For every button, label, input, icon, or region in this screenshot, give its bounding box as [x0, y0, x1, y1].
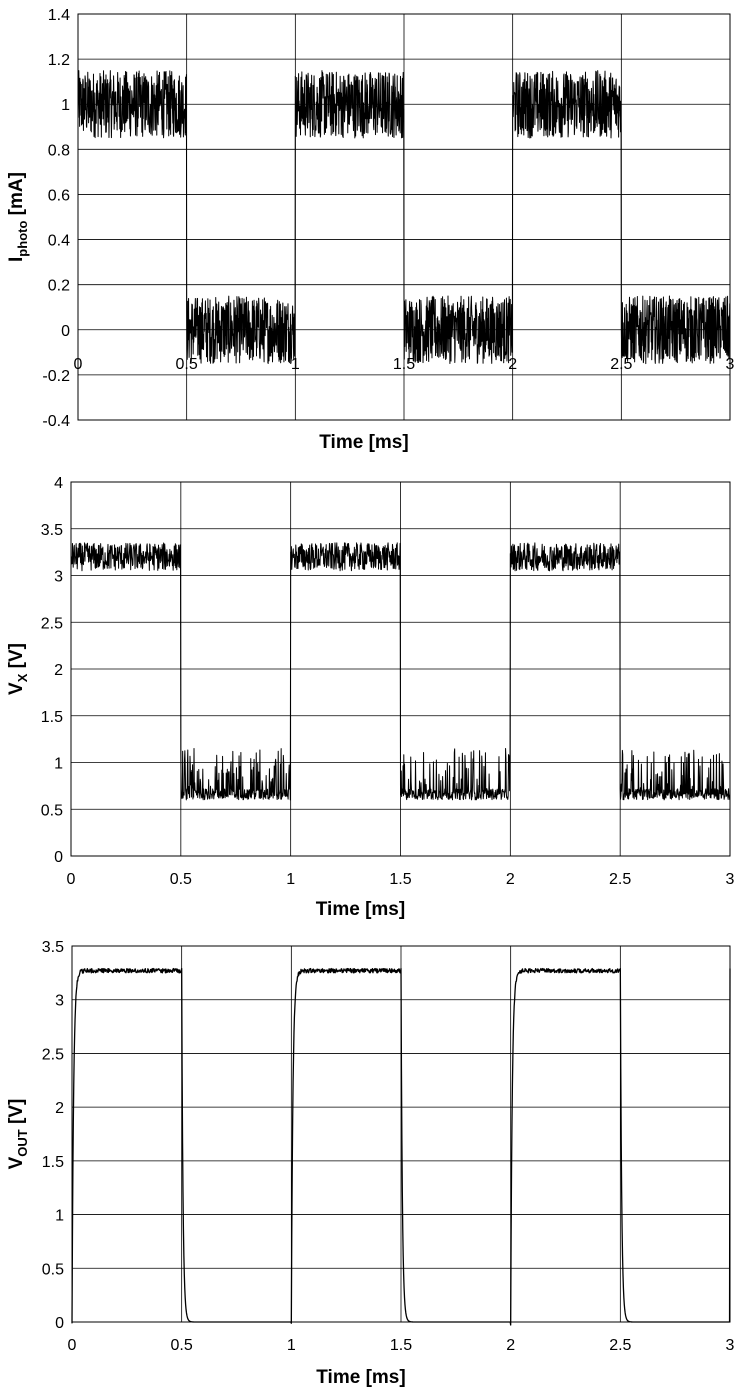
y-tick-label: 0.5: [41, 802, 63, 819]
y-tick-label: 3: [55, 993, 64, 1010]
y-tick-label: 1: [55, 1208, 64, 1225]
x-tick-label: 2.5: [610, 356, 632, 373]
series-line: [77, 70, 731, 365]
y-tick-label: 3.5: [41, 522, 63, 539]
x-axis-label: Time [ms]: [316, 1367, 405, 1388]
x-tick-label: 2: [506, 871, 515, 888]
series-line: [71, 967, 731, 1326]
y-tick-label: 3: [54, 569, 63, 586]
y-tick-label: 1.2: [48, 52, 70, 69]
x-tick-label: 1: [287, 1337, 296, 1354]
y-tick-label: 1.5: [41, 709, 63, 726]
y-axis-label-unit: [V]: [6, 1099, 27, 1130]
x-tick-label: 1: [286, 871, 295, 888]
x-tick-label: 0.5: [176, 356, 198, 373]
x-tick-label: 3: [726, 871, 735, 888]
x-tick-label: 0: [68, 1337, 77, 1354]
y-axis-label-unit: [V]: [6, 643, 27, 674]
y-tick-label: 0: [61, 323, 70, 340]
y-tick-label: 0.6: [48, 187, 70, 204]
x-tick-label: 1.5: [389, 871, 411, 888]
y-tick-label: 2.5: [41, 615, 63, 632]
y-axis-label-sub: photo: [15, 221, 30, 257]
y-tick-label: -0.2: [42, 368, 70, 385]
x-tick-label: 2.5: [609, 1337, 631, 1354]
y-tick-label: 0: [54, 849, 63, 866]
x-tick-label: 2.5: [609, 871, 631, 888]
x-tick-label: 1: [291, 356, 300, 373]
y-tick-label: 0.5: [42, 1261, 64, 1278]
y-tick-label: 0.2: [48, 278, 70, 295]
y-tick-label: 1.4: [48, 7, 70, 24]
y-tick-label: -0.4: [42, 413, 70, 430]
x-tick-label: 0.5: [171, 1337, 193, 1354]
y-tick-label: 0.8: [48, 142, 70, 159]
y-tick-label: 2.5: [42, 1046, 64, 1063]
y-tick-label: 3.5: [42, 939, 64, 956]
x-tick-label: 1.5: [390, 1337, 412, 1354]
y-axis-label-sub: OUT: [15, 1129, 30, 1157]
y-tick-label: 1.5: [42, 1154, 64, 1171]
y-axis-label-main: V: [6, 682, 27, 695]
x-tick-label: 0: [67, 871, 76, 888]
y-tick-label: 2: [55, 1100, 64, 1117]
y-axis-label: VOUT [V]: [6, 1099, 30, 1170]
y-axis-label-main: I: [6, 257, 27, 262]
y-axis-label-unit: [mA]: [6, 172, 27, 221]
x-axis-label: Time [ms]: [319, 432, 408, 453]
y-axis-label-sub: X: [15, 673, 30, 682]
chart-1: -0.4-0.200.20.40.60.811.21.40 0.5 1 1.5 2 2.5…: [6, 7, 735, 453]
x-tick-label: 2: [508, 356, 517, 373]
y-tick-label: 0: [55, 1315, 64, 1332]
y-axis-label: Iphoto [mA]: [6, 172, 30, 262]
chart-2: 0 0.5 1 1.5 2 2.5 3 3.5 4 0 0.5 1 1.5 2 2.5 3 Time [ms] V…: [6, 475, 735, 920]
y-axis-label-main: V: [6, 1156, 27, 1169]
y-tick-label: 0.4: [48, 233, 70, 250]
x-tick-label: 0.5: [170, 871, 192, 888]
y-axis-label: VX [V]: [6, 643, 30, 695]
x-tick-label: 2: [506, 1337, 515, 1354]
y-tick-label: 1: [54, 756, 63, 773]
x-tick-label: 3: [726, 1337, 735, 1354]
y-tick-label: 2: [54, 662, 63, 679]
y-tick-label: 4: [54, 475, 63, 492]
chart-3: 0 0.5 1 1.5 2 2.5 3 3.5 0 0.5 1 1.5 2 2.5 3 Time [ms] VO…: [6, 939, 735, 1388]
x-axis-label: Time [ms]: [316, 899, 405, 920]
y-tick-label: 1: [61, 97, 70, 114]
series-line: [70, 542, 731, 801]
